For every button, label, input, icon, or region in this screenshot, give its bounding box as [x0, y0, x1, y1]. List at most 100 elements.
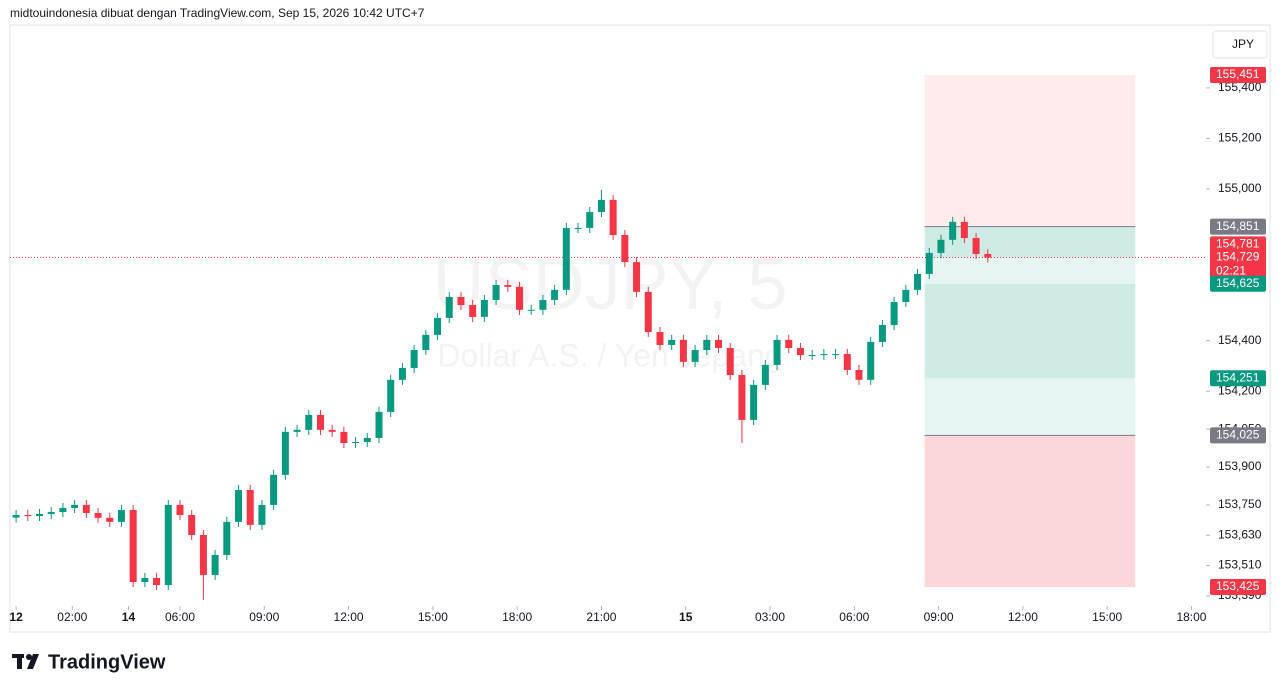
currency-button[interactable]: [1212, 30, 1268, 59]
candle-body: [867, 341, 875, 380]
x-tick-label: 18:00: [1176, 610, 1206, 624]
price-label-box: [1210, 236, 1266, 253]
candle-body: [715, 339, 723, 348]
position-zone: [924, 435, 1136, 588]
price-label: 154,625: [1216, 276, 1260, 290]
y-tick-label: 153,630: [1218, 527, 1262, 541]
candle-body: [398, 367, 406, 380]
candle-body: [176, 504, 184, 516]
axes: 155,400 155,200 155,000 154,400 154,200 154,0…: [9, 67, 1266, 624]
candle-body: [106, 517, 114, 522]
y-tick-label: 153,750: [1218, 497, 1262, 511]
candle-body: [422, 334, 430, 351]
logo-dot: [26, 654, 32, 660]
candle-body: [855, 369, 863, 380]
candle-body: [515, 286, 523, 310]
price-label-box: [1210, 218, 1266, 235]
watermark-symbol: USDJPY, 5: [433, 245, 788, 325]
logo-slash: [27, 654, 39, 669]
price-label: 153,425: [1216, 579, 1260, 593]
position-zone: [924, 75, 1136, 227]
x-tick-label: 15: [679, 610, 693, 624]
candle-body: [480, 299, 488, 317]
candle-body: [457, 296, 465, 306]
candle-body: [164, 504, 172, 586]
candle-body: [293, 429, 301, 432]
candle-body: [551, 289, 559, 300]
candle-body: [644, 291, 652, 333]
candle-body: [972, 238, 980, 254]
candle-body: [199, 534, 207, 575]
candle-body: [59, 507, 67, 512]
candle-body: [305, 414, 313, 430]
header: midtouindonesia dibuat dengan TradingVie…: [10, 6, 425, 20]
candle-body: [633, 262, 641, 292]
price-label: 155,451: [1216, 67, 1260, 81]
candle-body: [691, 350, 699, 362]
candle-body: [153, 577, 161, 586]
plot: [10, 75, 1206, 600]
position-zone: [924, 257, 1136, 284]
logo-stem: [17, 654, 22, 669]
price-label: 154,851: [1216, 219, 1260, 233]
candle-body: [527, 309, 535, 311]
price-label-box: [1210, 275, 1266, 292]
candle-body: [328, 429, 336, 432]
candle-body: [820, 354, 828, 356]
candle-body: [469, 305, 477, 317]
candle-body: [832, 354, 840, 356]
price-label-box: [1210, 249, 1266, 280]
candle-body: [960, 221, 968, 239]
candle-body: [785, 339, 793, 348]
position-zone: [924, 283, 1136, 379]
y-tick-label: 153,510: [1218, 558, 1262, 572]
candle-body: [352, 441, 360, 444]
x-tick-label: 15:00: [1092, 610, 1122, 624]
watermark-description: Dollar A.S. / Yen Jepang: [437, 337, 782, 373]
candle-body: [281, 431, 289, 475]
candle-body: [761, 364, 769, 385]
x-tick-label: 12: [9, 610, 23, 624]
candle-body: [434, 317, 442, 335]
candle-body: [773, 339, 781, 365]
price-label: 154,251: [1216, 370, 1260, 384]
candle-body: [668, 339, 676, 345]
candle-body: [609, 199, 617, 236]
price-label: 154,729: [1216, 250, 1260, 264]
countdown: 02:21: [1216, 264, 1246, 278]
candle-body: [94, 513, 102, 518]
candle-body: [621, 235, 629, 263]
x-tick-label: 06:00: [839, 610, 869, 624]
candle-body: [492, 285, 500, 300]
x-tick-label: 21:00: [586, 610, 616, 624]
candle-body: [925, 252, 933, 274]
position-zone: [924, 226, 1136, 258]
y-tick-label: 154,200: [1218, 383, 1262, 397]
candle-body: [902, 289, 910, 302]
price-label-box: [1210, 67, 1266, 84]
candle-body: [235, 490, 243, 522]
candle-body: [726, 347, 734, 376]
candle-body: [445, 296, 453, 318]
x-tick-label: 12:00: [1008, 610, 1038, 624]
candle-body: [679, 339, 687, 362]
candle-body: [375, 411, 383, 438]
candle-body: [258, 504, 266, 525]
candle-body: [82, 504, 90, 514]
candle-body: [984, 253, 992, 258]
y-tick-label: 153,900: [1218, 459, 1262, 473]
candle-body: [410, 350, 418, 368]
candle-body: [750, 384, 758, 421]
x-tick-label: 03:00: [755, 610, 785, 624]
candle-body: [129, 509, 137, 583]
price-label: 154,781: [1216, 237, 1260, 251]
candle-body: [843, 354, 851, 370]
x-tick-label: 14: [122, 610, 136, 624]
candle-body: [36, 514, 44, 517]
candle-body: [796, 347, 804, 356]
candle-body: [574, 227, 582, 229]
candle-body: [890, 301, 898, 325]
candle-body: [24, 515, 32, 517]
candle-body: [223, 521, 231, 555]
y-tick-label: 155,200: [1218, 131, 1262, 145]
